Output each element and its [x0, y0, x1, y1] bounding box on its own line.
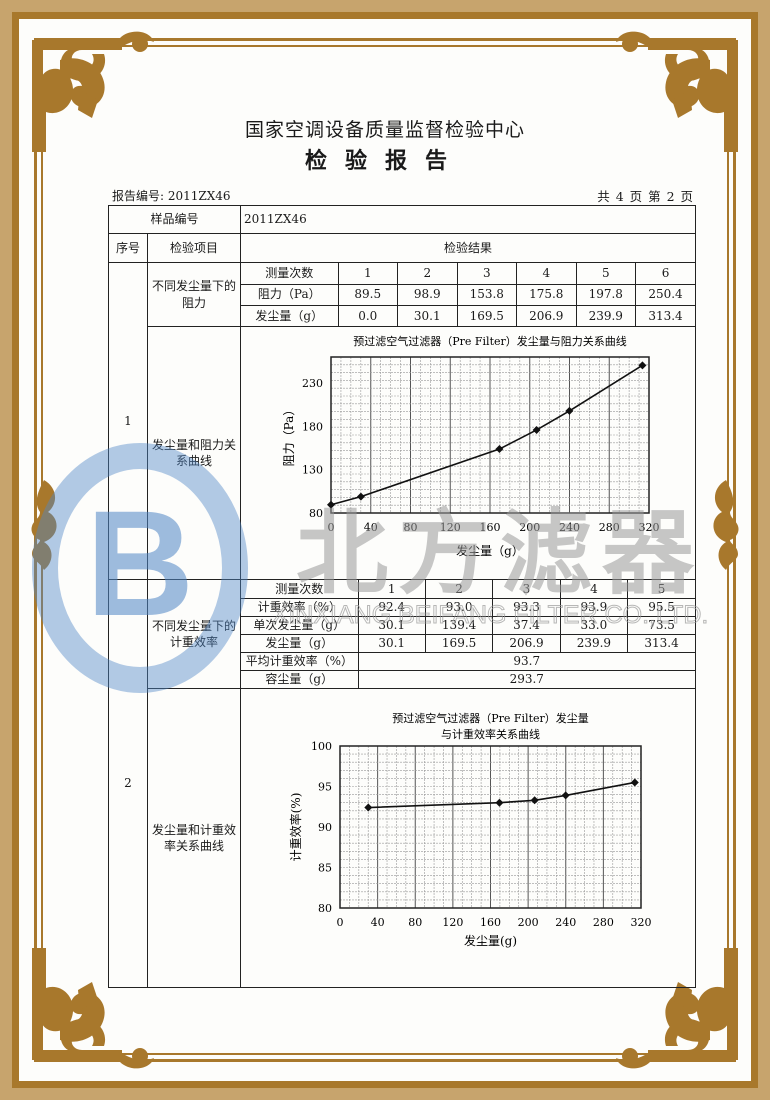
resistance-table: 测量次数 1 2 3 4 5 6 阻力（Pa） 89.5 98.9 153.8 175.8 197.8 2…: [241, 263, 696, 326]
section1-seq: 1: [108, 262, 148, 580]
cell-value: 4: [559, 580, 629, 599]
cell-value: 98.9: [397, 283, 458, 306]
cell-value: 30.1: [357, 633, 426, 653]
cell-value: 93.9: [559, 597, 629, 617]
table-row: 发尘量（g） 30.1 169.5 206.9 239.9 313.4: [241, 633, 696, 653]
cell-value: 5: [575, 263, 637, 285]
doc-title: 检验报告: [304, 148, 465, 174]
cell-value: 30.1: [397, 304, 458, 326]
cell-value: 37.4: [492, 615, 561, 635]
cell-value: 1: [337, 263, 399, 285]
cell-value: 30.1: [357, 615, 426, 635]
cell-value: 206.9: [492, 633, 561, 653]
cell-value: 5: [627, 580, 696, 599]
cell-value: 3: [492, 580, 561, 599]
cell-value: 239.9: [575, 304, 637, 326]
row-label: 发尘量（g）: [241, 304, 339, 326]
cell-value: 89.5: [337, 283, 399, 306]
cell-value: 33.0: [559, 615, 629, 635]
section2-item2: 发尘量和计重效率关系曲线: [146, 688, 242, 988]
cell-value: 95.5: [627, 597, 696, 617]
dust-capacity-label: 容尘量（g）: [241, 669, 359, 688]
cell-value: 153.8: [456, 283, 518, 306]
table-row: 阻力（Pa） 89.5 98.9 153.8 175.8 197.8 250.4: [241, 283, 696, 306]
table-row: 测量次数 1 2 3 4 5: [241, 580, 696, 599]
cell-value: 73.5: [627, 615, 696, 635]
cell-value: 0.0: [337, 304, 399, 326]
section1-subtable-cell: 测量次数 1 2 3 4 5 6 阻力（Pa） 89.5 98.9 153.8 175.8 197.8 2…: [240, 262, 697, 327]
table-row: 计重效率（%） 92.4 93.0 93.3 93.9 95.5: [241, 597, 696, 617]
cell-value: 1: [357, 580, 426, 599]
table-row: 单次发尘量（g） 30.1 139.4 37.4 33.0 73.5: [241, 615, 696, 635]
cell-value: 92.4: [357, 597, 426, 617]
org-title: 国家空调设备质量监督检验中心: [244, 119, 525, 141]
average-efficiency-row: 平均计重效率（%） 93.7: [241, 651, 696, 671]
cell-value: 2: [424, 580, 494, 599]
table-row: 测量次数 1 2 3 4 5 6: [241, 263, 696, 285]
average-efficiency-label: 平均计重效率（%）: [241, 651, 359, 671]
chart2-cell: [240, 688, 697, 988]
cell-value: 313.4: [635, 304, 696, 326]
row-label: 测量次数: [241, 263, 339, 285]
cell-value: 139.4: [424, 615, 494, 635]
section1-item2: 发尘量和阻力关系曲线: [146, 326, 242, 580]
table-row: 发尘量（g） 0.0 30.1 169.5 206.9 239.9 313.4: [241, 304, 696, 326]
cell-value: 6: [635, 263, 696, 285]
cell-value: 175.8: [516, 283, 577, 306]
col-result: 检验结果: [240, 233, 697, 263]
cell-value: 250.4: [635, 283, 696, 306]
cell-value: 313.4: [627, 633, 696, 653]
dust-capacity-row: 容尘量（g） 293.7: [241, 669, 696, 688]
cell-value: 2: [397, 263, 458, 285]
section2-item1: 不同发尘量下的计重效率: [146, 579, 242, 689]
chart1-cell: [240, 326, 697, 580]
cell-value: 239.9: [559, 633, 629, 653]
sample-value: 2011ZX46: [240, 205, 697, 234]
section1-item1: 不同发尘量下的阻力: [146, 262, 242, 327]
section2-seq: 2: [108, 579, 148, 988]
row-label: 计重效率（%）: [241, 597, 359, 617]
efficiency-table: 测量次数 1 2 3 4 5 计重效率（%） 92.4 93.0 93.3 93.9 95.5 单次发尘…: [241, 580, 696, 688]
report-table: 样品编号 2011ZX46 序号 检验项目 检验结果 1 不同发尘量下的阻力 测…: [107, 205, 697, 988]
col-seq: 序号: [108, 233, 148, 263]
cell-value: 93.3: [492, 597, 561, 617]
cell-value: 169.5: [424, 633, 494, 653]
col-item: 检验项目: [146, 233, 242, 263]
row-label: 测量次数: [241, 580, 359, 599]
cell-value: 3: [456, 263, 518, 285]
row-label: 发尘量（g）: [241, 633, 359, 653]
average-efficiency-value: 93.7: [357, 651, 696, 671]
cell-value: 4: [516, 263, 577, 285]
cell-value: 93.0: [424, 597, 494, 617]
report-number: 报告编号: 2011ZX46: [112, 189, 231, 203]
page-info: 共 4 页 第 2 页: [597, 189, 694, 204]
cell-value: 197.8: [575, 283, 637, 306]
cell-value: 206.9: [516, 304, 577, 326]
cell-value: 169.5: [456, 304, 518, 326]
dust-capacity-value: 293.7: [357, 669, 696, 688]
sample-label: 样品编号: [107, 205, 242, 234]
section2-subtable-cell: 测量次数 1 2 3 4 5 计重效率（%） 92.4 93.0 93.3 93.9 95.5 单次发尘…: [240, 579, 697, 689]
row-label: 单次发尘量（g）: [241, 615, 359, 635]
row-label: 阻力（Pa）: [241, 283, 339, 306]
